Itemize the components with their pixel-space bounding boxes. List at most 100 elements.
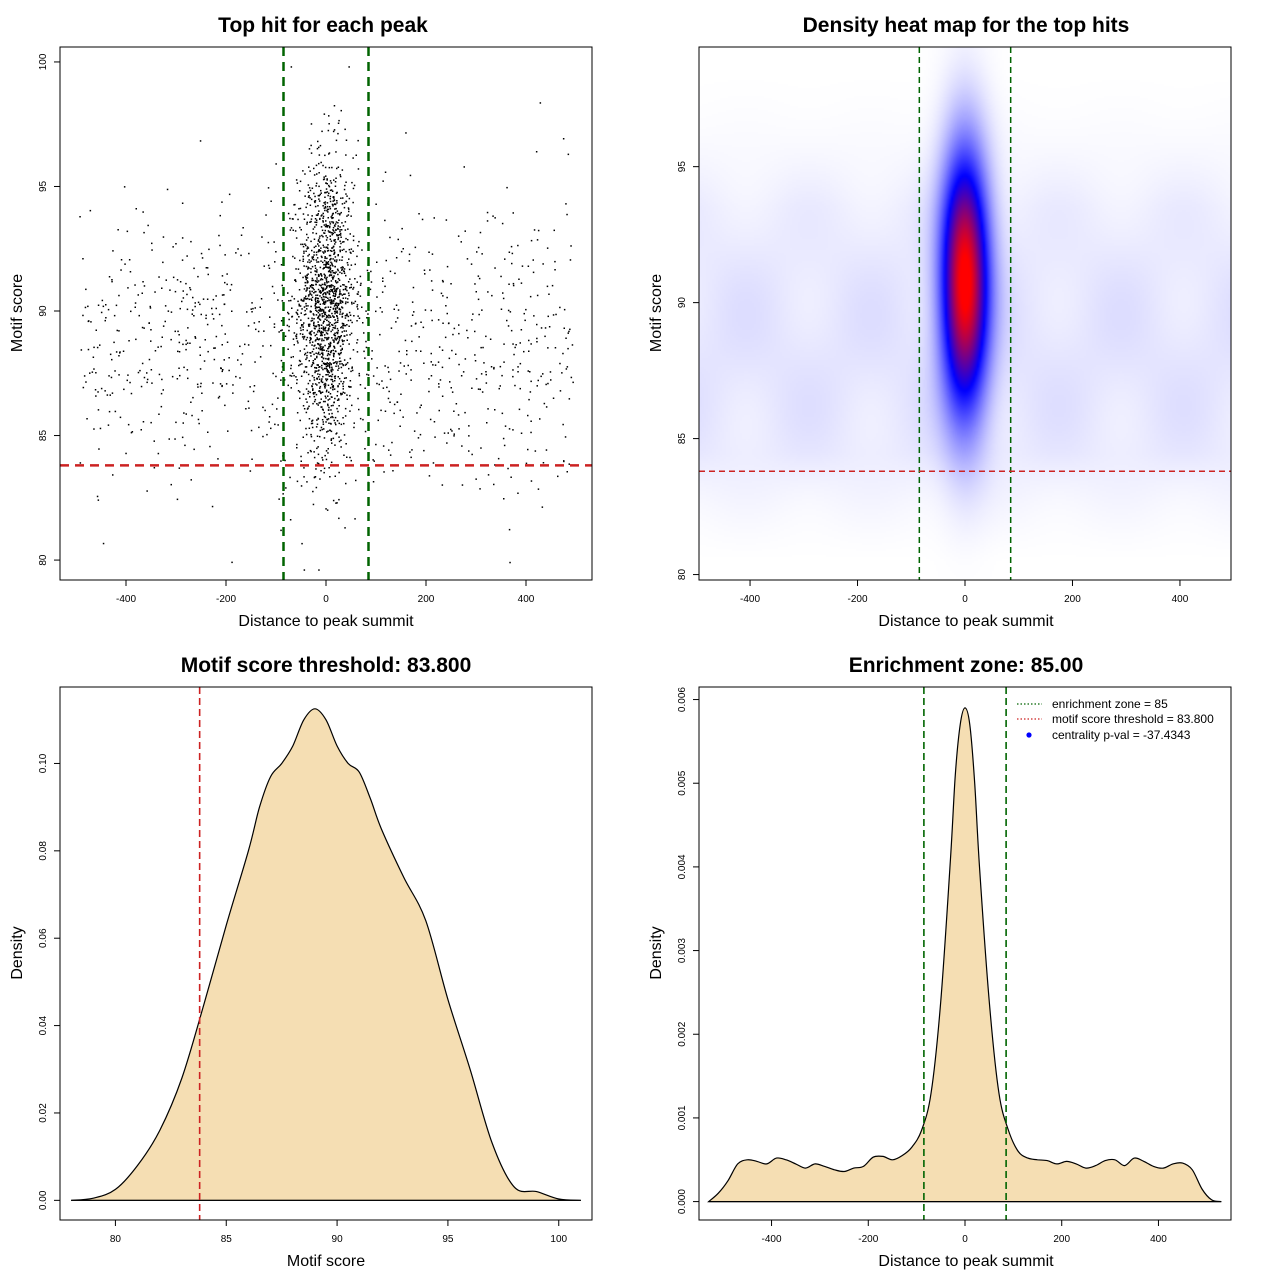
scatter-point — [342, 323, 345, 325]
x-tick-label: -200 — [858, 1234, 878, 1245]
scatter-point — [293, 344, 295, 346]
scatter-point — [325, 421, 327, 423]
scatter-point — [341, 340, 344, 343]
scatter-point — [333, 295, 336, 297]
scatter-point — [191, 414, 193, 417]
scatter-point — [335, 423, 337, 426]
scatter-point — [318, 378, 321, 380]
scatter-point — [437, 361, 440, 363]
scatter-point — [325, 293, 327, 295]
scatter-point — [310, 352, 312, 354]
scatter-point — [340, 335, 342, 337]
scatter-point — [82, 386, 85, 389]
scatter-point — [339, 250, 341, 253]
scatter-point — [414, 323, 417, 325]
scatter-point — [142, 281, 144, 283]
x-tick-label: 200 — [418, 594, 435, 605]
scatter-point — [451, 430, 453, 432]
scatter-point — [315, 294, 317, 297]
scatter-point — [335, 221, 338, 223]
scatter-point — [352, 250, 354, 252]
scatter-point — [338, 336, 340, 338]
scatter-point — [289, 229, 292, 231]
scatter-point — [314, 267, 317, 269]
scatter-point — [293, 298, 296, 300]
scatter-point — [314, 280, 317, 282]
scatter-point — [336, 210, 339, 212]
scatter-point — [317, 404, 319, 406]
scatter-point — [327, 281, 330, 283]
scatter-point — [307, 281, 309, 283]
scatter-point — [357, 245, 359, 247]
scatter-point — [331, 301, 333, 304]
scatter-point — [315, 347, 318, 349]
scatter-point — [562, 352, 564, 355]
scatter-point — [253, 322, 256, 324]
scatter-point — [567, 332, 569, 334]
scatter-point — [336, 395, 338, 397]
scatter-point — [347, 301, 349, 304]
scatter-point — [326, 431, 328, 433]
scatter-point — [547, 382, 549, 385]
scatter-point — [510, 329, 513, 332]
scatter-point — [298, 359, 301, 362]
scatter-points — [79, 66, 574, 571]
scatter-point — [97, 391, 99, 393]
scatter-point — [303, 348, 306, 350]
scatter-point — [335, 339, 337, 341]
scatter-point — [224, 404, 226, 407]
scatter-point — [337, 237, 340, 239]
scatter-point — [519, 342, 521, 344]
scatter-point — [346, 195, 348, 197]
scatter-point — [339, 212, 341, 215]
scatter-point — [361, 249, 363, 251]
scatter-point — [530, 380, 532, 383]
scatter-point — [395, 304, 398, 306]
scatter-point — [415, 350, 417, 352]
scatter-point — [315, 325, 317, 328]
scatter-point — [345, 274, 347, 277]
scatter-point — [542, 263, 544, 265]
scatter-point — [200, 313, 202, 316]
scatter-point — [329, 309, 331, 311]
scatter-point — [332, 326, 334, 329]
scatter-point — [305, 276, 307, 279]
scatter-point — [320, 343, 322, 345]
scatter-point — [345, 193, 347, 195]
scatter-point — [304, 352, 307, 355]
scatter-point — [315, 185, 317, 187]
scatter-point — [330, 342, 332, 345]
scatter-point — [311, 375, 314, 377]
scatter-point — [182, 343, 184, 346]
scatter-point — [477, 298, 480, 301]
scatter-point — [319, 385, 322, 388]
scatter-point — [331, 250, 333, 252]
scatter-point — [206, 298, 209, 300]
scatter-point — [97, 409, 100, 411]
scatter-point — [446, 296, 448, 299]
scatter-point — [182, 290, 184, 292]
scatter-point — [106, 394, 109, 396]
scatter-point — [221, 344, 223, 346]
scatter-point — [358, 374, 361, 377]
scatter-point — [199, 140, 202, 142]
scatter-point — [200, 252, 203, 255]
scatter-point — [309, 285, 312, 288]
scatter-point — [194, 336, 196, 338]
scatter-point — [559, 362, 561, 365]
scatter-point — [331, 323, 333, 326]
scatter-point — [507, 467, 509, 470]
scatter-point — [345, 286, 348, 288]
scatter-point — [363, 332, 365, 334]
scatter-point — [330, 370, 333, 373]
scatter-point — [267, 264, 270, 267]
scatter-point — [333, 252, 336, 254]
scatter-point — [347, 281, 350, 283]
scatter-point — [315, 309, 317, 311]
scatter-point — [212, 382, 214, 384]
scatter-point — [322, 164, 324, 167]
scatter-point — [185, 348, 187, 351]
scatter-point — [340, 236, 342, 238]
scatter-point — [149, 305, 151, 308]
scatter-point — [322, 220, 324, 222]
